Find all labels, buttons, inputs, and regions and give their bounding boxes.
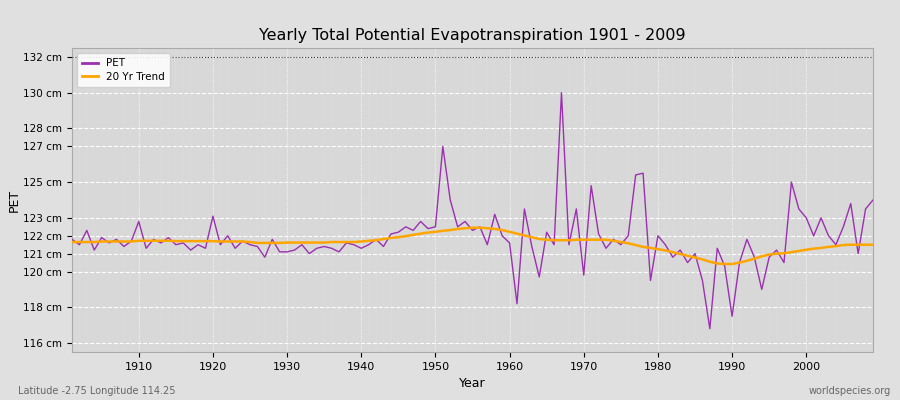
PET — [504, 240, 515, 245]
Text: worldspecies.org: worldspecies.org — [809, 386, 891, 396]
Text: Latitude -2.75 Longitude 114.25: Latitude -2.75 Longitude 114.25 — [18, 386, 176, 396]
Legend: PET, 20 Yr Trend: PET, 20 Yr Trend — [77, 53, 170, 87]
Line: PET: PET — [72, 93, 873, 329]
Line: 20 Yr Trend: 20 Yr Trend — [72, 228, 873, 264]
20 Yr Trend — [334, 240, 345, 244]
X-axis label: Year: Year — [459, 377, 486, 390]
PET — [67, 237, 77, 242]
20 Yr Trend — [126, 239, 137, 244]
PET — [126, 239, 137, 244]
PET — [705, 326, 716, 331]
20 Yr Trend — [289, 240, 300, 245]
PET — [556, 90, 567, 95]
20 Yr Trend — [467, 225, 478, 230]
20 Yr Trend — [600, 237, 611, 242]
20 Yr Trend — [504, 230, 515, 234]
PET — [600, 246, 611, 251]
Title: Yearly Total Potential Evapotranspiration 1901 - 2009: Yearly Total Potential Evapotranspiratio… — [259, 28, 686, 43]
PET — [497, 233, 508, 238]
PET — [868, 198, 878, 202]
Y-axis label: PET: PET — [7, 188, 21, 212]
20 Yr Trend — [868, 242, 878, 247]
PET — [289, 248, 300, 252]
20 Yr Trend — [67, 240, 77, 244]
PET — [334, 250, 345, 254]
20 Yr Trend — [511, 231, 522, 236]
20 Yr Trend — [719, 262, 730, 266]
